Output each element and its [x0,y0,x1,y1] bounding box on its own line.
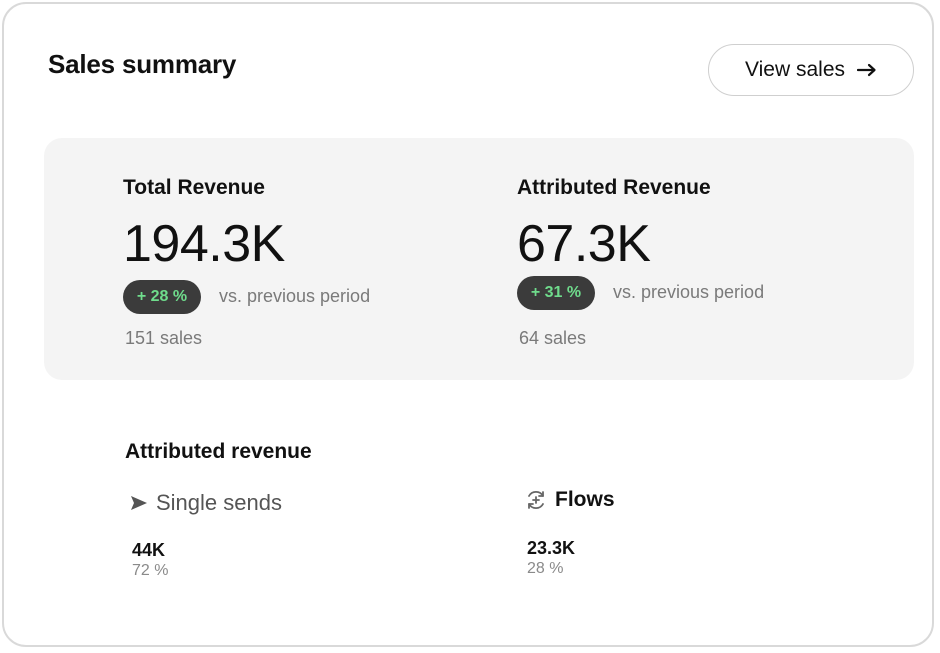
attributed-revenue-metric: Attributed Revenue 67.3K + 31 % vs. prev… [517,176,877,366]
attributed-revenue-title: Attributed revenue [125,440,312,463]
metric-label: Attributed Revenue [517,176,711,199]
channel-percent: 72 % [132,562,169,579]
change-badge: + 31 % [517,276,595,310]
channel-name: Single sends [156,490,282,515]
total-revenue-metric: Total Revenue 194.3K + 28 % vs. previous… [123,176,483,366]
channel-name: Flows [555,488,615,511]
comparison-text: vs. previous period [613,282,765,302]
channel-value: 23.3K [527,538,576,558]
comparison-text: vs. previous period [219,286,371,306]
channel-percent: 28 % [527,560,564,577]
channel-flows: Flows 23.3K 28 % [525,488,845,598]
view-sales-label: View sales [745,58,845,81]
flows-icon [525,489,547,511]
sales-summary-card: Sales summary View sales Total Revenue 1… [2,2,934,647]
card-title: Sales summary [48,49,237,79]
revenue-summary-panel: Total Revenue 194.3K + 28 % vs. previous… [44,138,914,380]
channel-value: 44K [132,540,166,560]
view-sales-button[interactable]: View sales [708,44,914,96]
sales-count: 64 sales [519,328,587,348]
metric-label: Total Revenue [123,176,265,199]
channel-single-sends: Single sends 44K 72 % [130,490,450,600]
change-badge: + 28 % [123,280,201,314]
metric-value: 67.3K [517,215,651,273]
sales-count: 151 sales [125,328,203,348]
arrow-right-icon [857,63,877,77]
metric-value: 194.3K [123,215,285,273]
send-icon [130,495,148,511]
